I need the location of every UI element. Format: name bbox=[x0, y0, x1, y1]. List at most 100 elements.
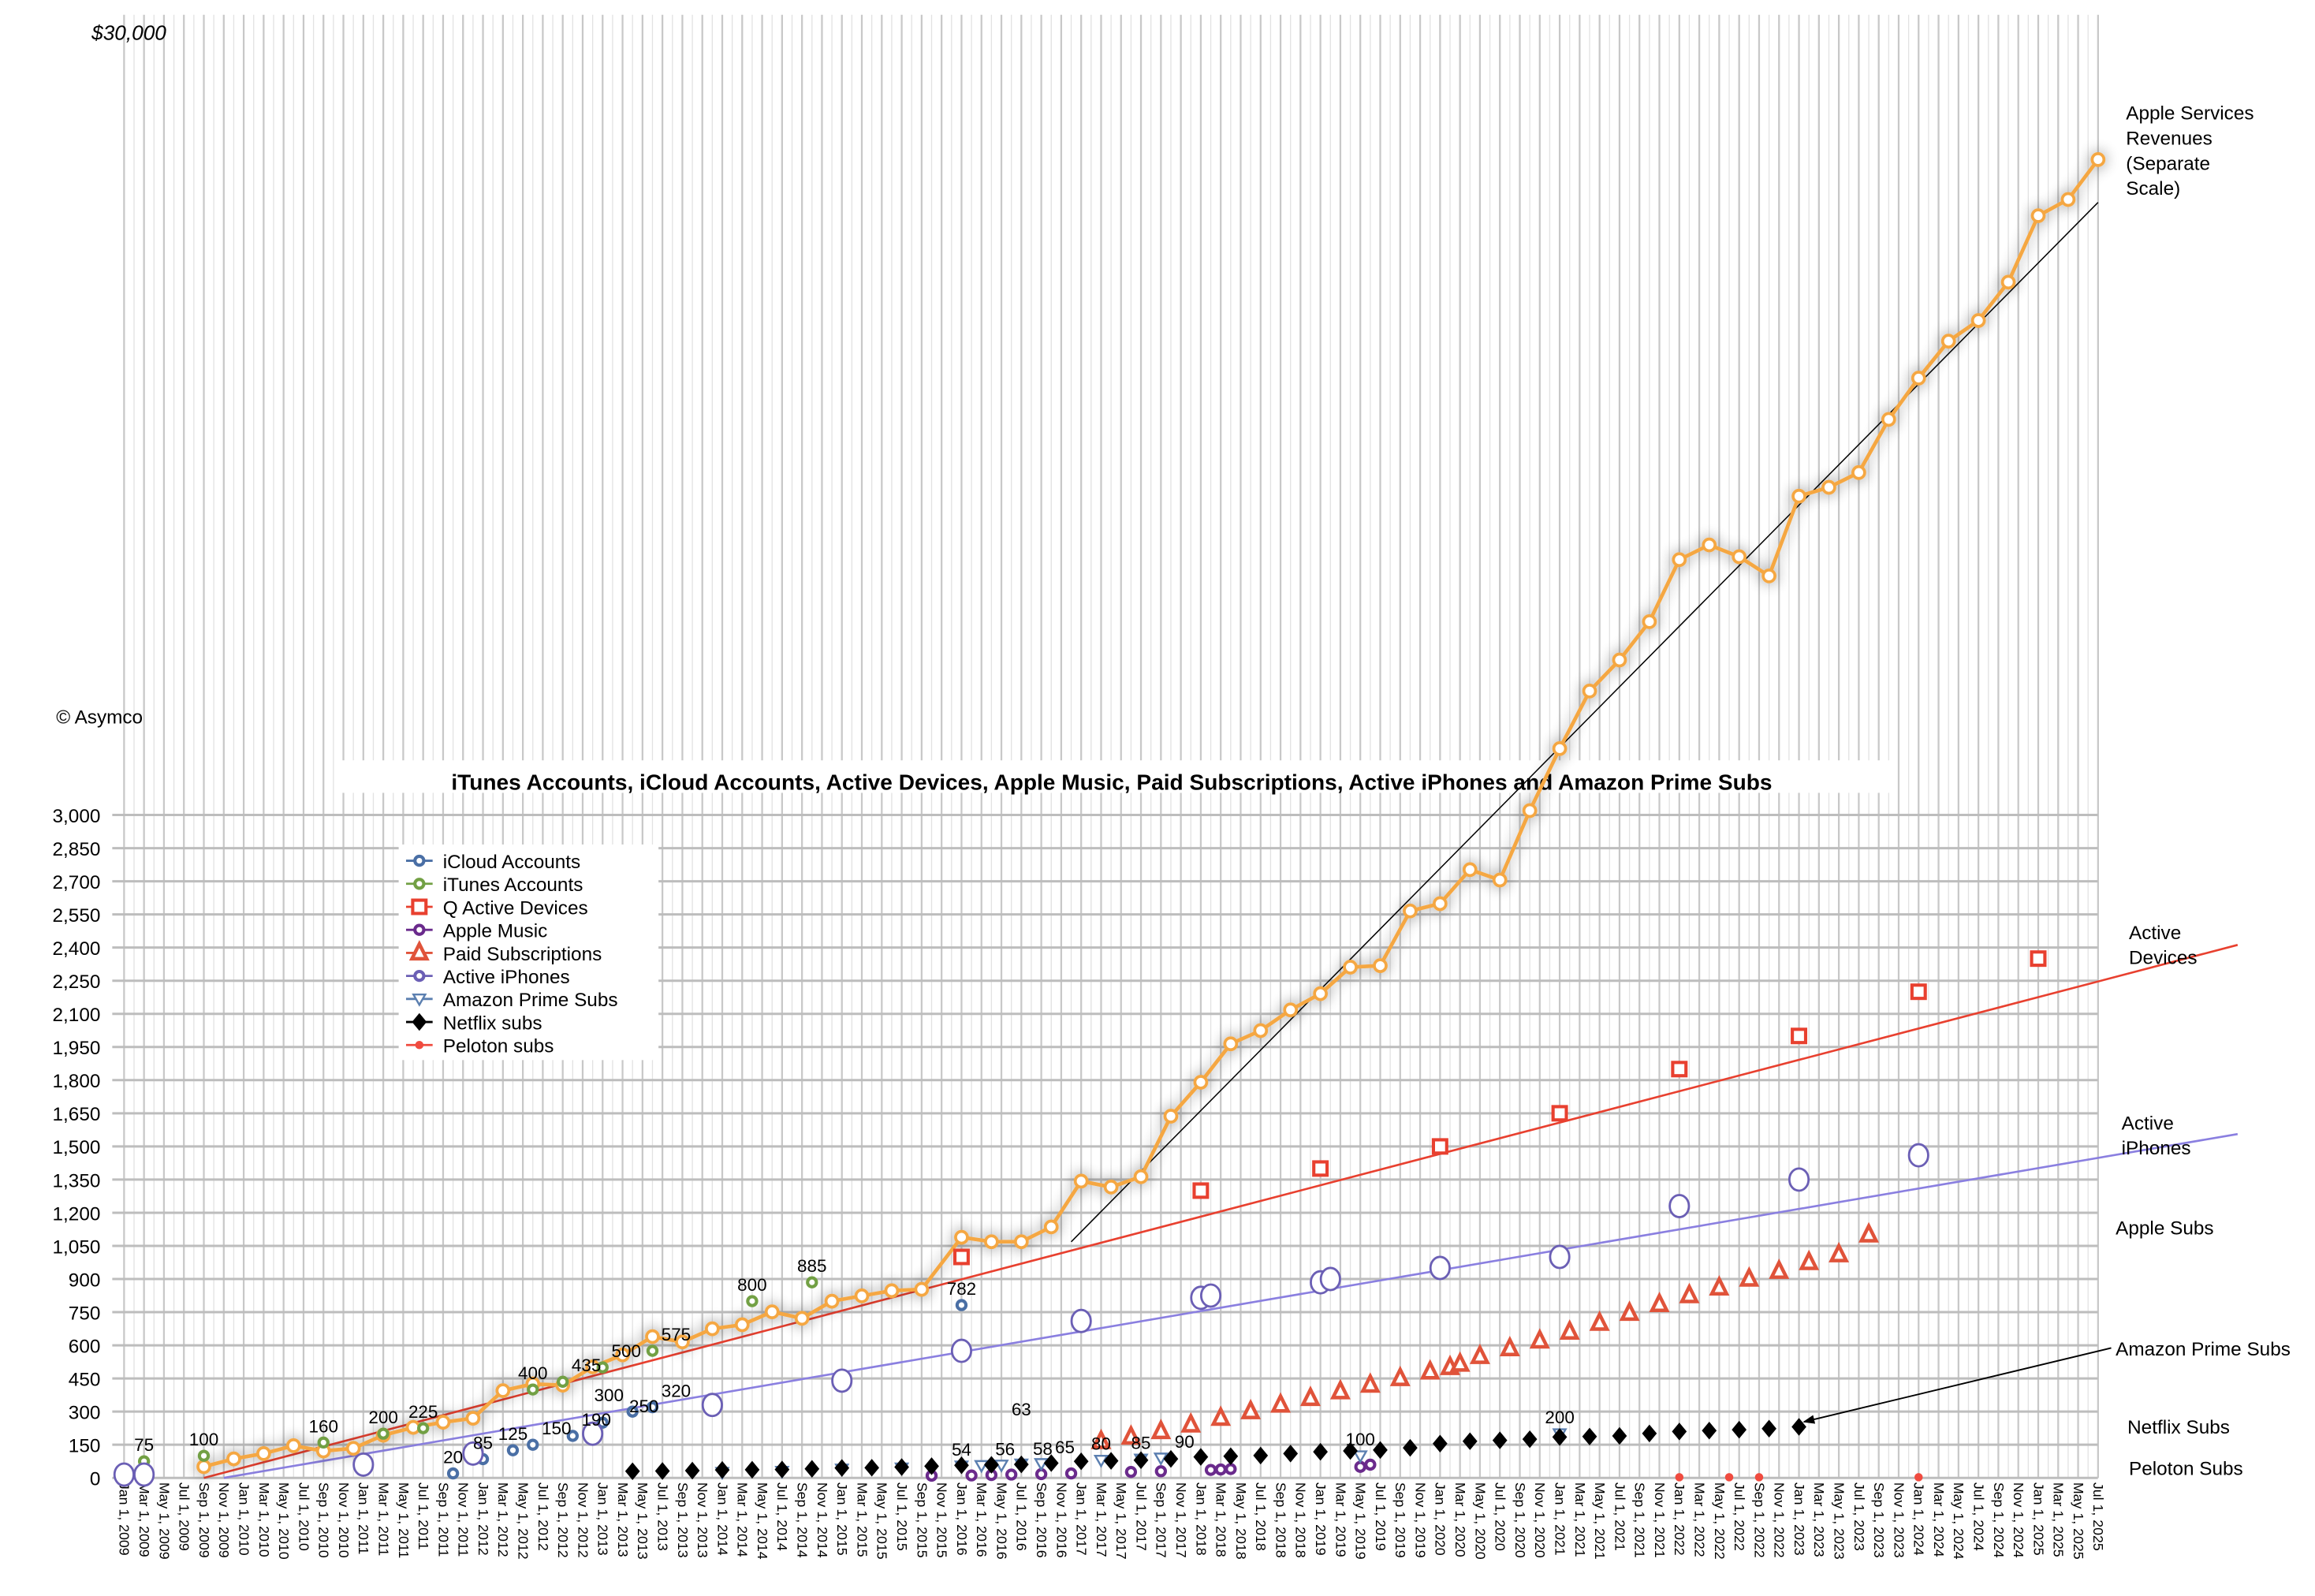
series-itunes bbox=[137, 1276, 818, 1467]
paid-point bbox=[1589, 1310, 1610, 1331]
services-revenue-point bbox=[884, 1283, 900, 1299]
peloton-point bbox=[1914, 1473, 1923, 1482]
services-revenue-point bbox=[615, 1347, 630, 1363]
x-tick-label: Jan 1, 2015 bbox=[834, 1482, 850, 1556]
icloud-point bbox=[596, 1416, 609, 1429]
music-point bbox=[1064, 1467, 1078, 1480]
music-point bbox=[1154, 1465, 1168, 1478]
services-revenue-point bbox=[2060, 192, 2076, 207]
netflix-point bbox=[924, 1457, 939, 1475]
netflix-point bbox=[1732, 1420, 1747, 1439]
icloud-data-label: 190 bbox=[582, 1410, 611, 1430]
amazon-data-label: 58 bbox=[1033, 1439, 1053, 1459]
services-revenue-point bbox=[1940, 334, 1956, 349]
netflix-point bbox=[1642, 1424, 1657, 1443]
services-revenue-point bbox=[1343, 960, 1358, 975]
netflix-point bbox=[1163, 1449, 1179, 1468]
y-tick-label: 1,350 bbox=[53, 1170, 101, 1191]
x-tick-label: Nov 1, 2012 bbox=[575, 1482, 591, 1558]
x-tick-label: May 1, 2022 bbox=[1712, 1482, 1728, 1560]
iphones-point bbox=[133, 1462, 155, 1487]
paid-point bbox=[1180, 1411, 1202, 1433]
netflix-point bbox=[1373, 1441, 1388, 1460]
paid-point bbox=[1499, 1336, 1520, 1357]
services-revenue-point bbox=[1672, 552, 1687, 568]
x-tick-label: Jul 1, 2011 bbox=[416, 1482, 431, 1550]
series-layer bbox=[113, 152, 2106, 1487]
services-revenue-point bbox=[984, 1234, 999, 1250]
netflix-point bbox=[894, 1458, 909, 1476]
netflix-point bbox=[804, 1460, 820, 1478]
legend-devices-icon bbox=[411, 898, 428, 915]
x-tick-label: Jul 1, 2024 bbox=[1971, 1482, 1987, 1551]
x-tick-label: Jan 1, 2017 bbox=[1074, 1482, 1090, 1556]
x-tick-label: Jan 1, 2023 bbox=[1791, 1482, 1807, 1556]
x-tick-label: May 1, 2021 bbox=[1592, 1482, 1608, 1560]
iphones-point bbox=[1319, 1266, 1341, 1292]
services-revenue-point bbox=[1821, 479, 1836, 495]
services-revenue-point bbox=[1582, 684, 1597, 699]
netflix-point bbox=[1432, 1434, 1448, 1453]
x-tick-label: Nov 1, 2024 bbox=[2011, 1482, 2026, 1558]
y-axis: 0 150 300 450 600 750 900 1,050 1,200 1,350 1,500 1… bbox=[53, 806, 101, 1490]
services-revenue-point bbox=[1702, 537, 1717, 553]
iphones-point bbox=[582, 1421, 604, 1446]
itunes-data-label: 100 bbox=[189, 1430, 218, 1449]
paid-point bbox=[1709, 1274, 1730, 1296]
x-tick-label: May 1, 2014 bbox=[755, 1482, 770, 1560]
services-revenue-point bbox=[645, 1329, 660, 1344]
x-tick-label: May 1, 2020 bbox=[1472, 1482, 1488, 1560]
x-tick-label: Jan 1, 2016 bbox=[954, 1482, 970, 1556]
services-revenue-point bbox=[1881, 412, 1896, 427]
x-tick-label: Jan 1, 2025 bbox=[2030, 1482, 2046, 1556]
x-tick-label: Sep 1, 2014 bbox=[795, 1482, 811, 1558]
netflix-point bbox=[1193, 1448, 1209, 1466]
legend-item-paid: Paid Subscriptions bbox=[443, 944, 602, 965]
y-tick-label: 3,000 bbox=[53, 806, 101, 827]
iphones-point bbox=[1668, 1194, 1691, 1218]
itunes-data-label: 225 bbox=[408, 1402, 438, 1422]
devices-point bbox=[1192, 1182, 1210, 1199]
icloud-point bbox=[566, 1430, 580, 1442]
itunes-data-label: 75 bbox=[134, 1435, 154, 1455]
services-revenue-point bbox=[2000, 274, 2016, 290]
x-tick-label: Sep 1, 2013 bbox=[675, 1482, 691, 1558]
itunes-data-label: 575 bbox=[662, 1325, 691, 1344]
itunes-data-label: 885 bbox=[797, 1256, 826, 1276]
services-revenue-point bbox=[1193, 1075, 1209, 1090]
paid-point bbox=[1389, 1365, 1411, 1386]
x-tick-label: Nov 1, 2014 bbox=[815, 1482, 830, 1558]
x-tick-label: Sep 1, 2023 bbox=[1871, 1482, 1887, 1558]
x-tick-label: Sep 1, 2022 bbox=[1751, 1482, 1767, 1558]
services-revenue-point bbox=[2090, 152, 2106, 167]
x-tick-label: Mar 1, 2016 bbox=[974, 1482, 990, 1557]
x-tick-label: Jul 1, 2013 bbox=[655, 1482, 671, 1551]
netflix-point bbox=[1253, 1446, 1269, 1465]
legend-item-music: Apple Music bbox=[443, 921, 548, 942]
legend-peloton-icon bbox=[415, 1041, 424, 1050]
x-tick-label: May 1, 2012 bbox=[516, 1482, 531, 1560]
iphones-point bbox=[701, 1393, 723, 1418]
netflix-point bbox=[714, 1460, 730, 1479]
netflix-point bbox=[1073, 1452, 1089, 1471]
services-revenue-point bbox=[285, 1438, 301, 1453]
paid-point bbox=[1469, 1343, 1490, 1364]
x-tick-label: May 1, 2024 bbox=[1951, 1482, 1966, 1560]
amazon-data-label: 85 bbox=[1131, 1433, 1151, 1452]
icloud-point bbox=[955, 1299, 968, 1311]
series-devices bbox=[952, 950, 2047, 1266]
services-revenue-line bbox=[203, 158, 2100, 1469]
legend-item-devices: Q Active Devices bbox=[443, 897, 588, 919]
itunes-data-label: 400 bbox=[518, 1363, 547, 1383]
x-tick-label: Sep 1, 2017 bbox=[1154, 1482, 1169, 1558]
services-revenue-point bbox=[954, 1229, 969, 1245]
services-revenue-point bbox=[1970, 313, 1986, 328]
amazon-point bbox=[1352, 1450, 1368, 1464]
netflix-point bbox=[1103, 1452, 1119, 1470]
x-tick-label: Nov 1, 2010 bbox=[336, 1482, 352, 1558]
y-tick-label: 150 bbox=[69, 1436, 101, 1457]
itunes-data-label: 800 bbox=[737, 1275, 766, 1295]
itunes-point bbox=[377, 1427, 390, 1440]
